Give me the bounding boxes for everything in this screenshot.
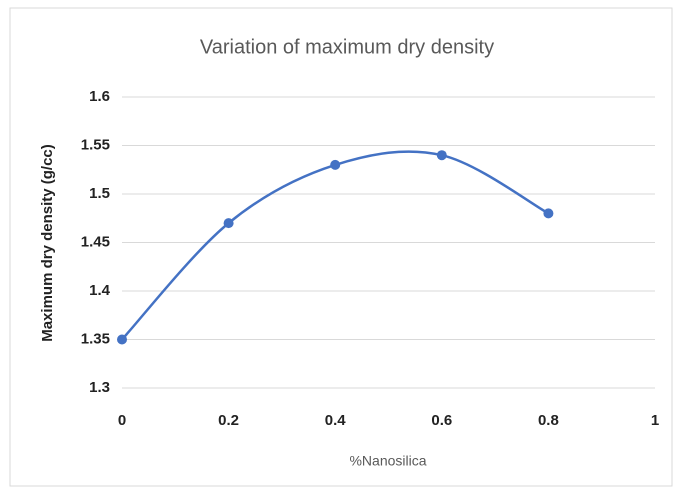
marker — [223, 218, 234, 229]
y-tick-label: 1.55 — [81, 136, 110, 153]
marker — [117, 334, 127, 345]
marker — [436, 150, 447, 161]
y-tick-label: 1.3 — [89, 379, 110, 396]
x-axis-label: %Nanosilica — [349, 453, 426, 469]
chart-title: Variation of maximum dry density — [200, 36, 494, 58]
x-tick-label: 0.2 — [218, 412, 239, 429]
y-tick-label: 1.6 — [89, 88, 110, 105]
x-tick-label: 0.6 — [431, 412, 452, 429]
chart-frame — [9, 7, 673, 487]
y-tick-label: 1.35 — [81, 330, 110, 347]
x-tick-label: 1 — [651, 412, 659, 429]
y-tick-label: 1.45 — [81, 233, 110, 250]
y-tick-label: 1.4 — [89, 282, 111, 299]
x-tick-label: 0 — [118, 412, 126, 429]
x-tick-label: 0.8 — [538, 412, 559, 429]
marker — [330, 159, 341, 170]
x-tick-label: 0.4 — [325, 412, 347, 429]
y-tick-label: 1.5 — [89, 185, 110, 202]
y-axis-label: Maximum dry density (g/cc) — [39, 144, 56, 342]
marker — [543, 208, 554, 219]
